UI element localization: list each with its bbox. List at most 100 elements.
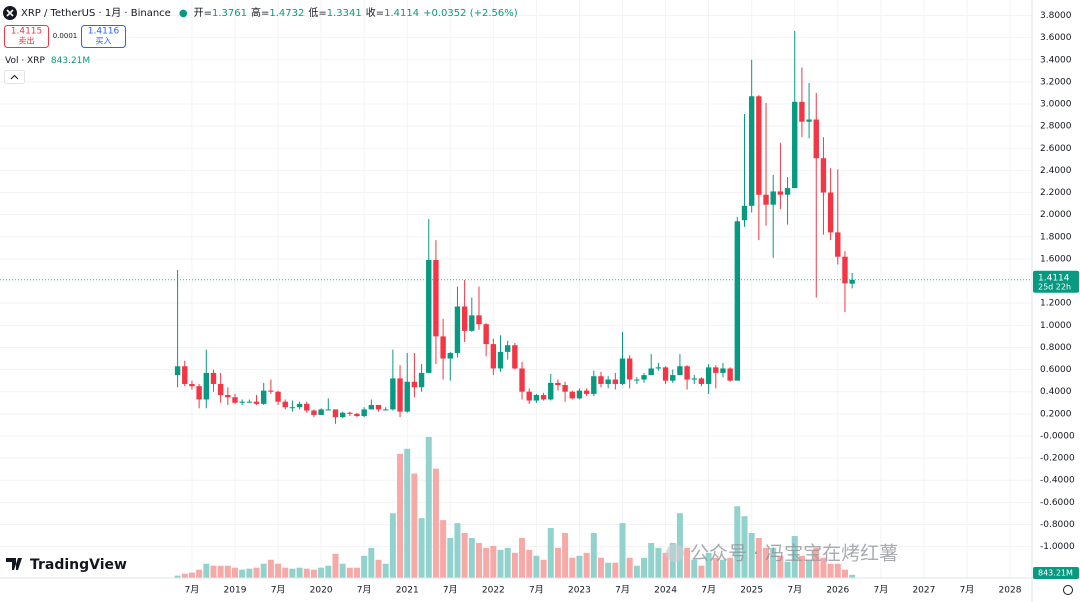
y-tick-label: 3.0000: [1040, 100, 1072, 110]
volume-bar: [174, 575, 181, 578]
volume-bar: [619, 523, 626, 578]
volume-bar: [763, 547, 770, 578]
candle-body: [203, 372, 209, 400]
candle-body: [268, 390, 274, 392]
volume-bar: [511, 552, 518, 578]
countdown: 25d 22h: [1038, 282, 1071, 291]
candle-body: [296, 403, 303, 408]
open-value: 1.3761: [212, 8, 247, 19]
candle-body: [490, 344, 497, 369]
buy-button[interactable]: [81, 25, 126, 48]
x-tick-label: 7月: [787, 585, 802, 596]
candle-body: [799, 101, 805, 122]
sell-button[interactable]: [4, 25, 49, 48]
buy-label: 买入: [96, 37, 112, 46]
volume-bar: [246, 568, 253, 578]
volume-bar: [554, 547, 561, 578]
x-tick-label: 2024: [654, 586, 677, 596]
volume-bar: [181, 573, 188, 578]
volume-bar: [590, 533, 597, 578]
y-tick-label: -0.0000: [1040, 431, 1075, 441]
volume-bar: [267, 559, 274, 578]
candle-body: [440, 336, 446, 359]
candle-body: [275, 391, 281, 402]
volume-bar: [224, 565, 231, 578]
high-value: 1.4732: [269, 8, 304, 19]
candle-body: [533, 395, 540, 401]
volume-bar: [339, 563, 346, 578]
candle-body: [655, 367, 662, 369]
y-tick-label: -0.8000: [1040, 520, 1075, 530]
volume-bar: [712, 557, 719, 578]
candle-body: [591, 376, 597, 394]
volume-bar: [734, 506, 741, 578]
volume-bar: [310, 569, 317, 578]
volume-bar: [770, 547, 777, 578]
volume-bar: [798, 555, 805, 578]
candle-body: [217, 383, 224, 396]
candle-body: [727, 368, 733, 381]
status-dot: ●: [179, 8, 188, 19]
x-tick-label: 7月: [185, 585, 200, 596]
y-tick-label: 0.6000: [1040, 365, 1072, 375]
settings-icon[interactable]: [1063, 585, 1073, 595]
volume-bar: [540, 559, 547, 578]
header-legend: XRP / TetherUS · 1月 · Binance ● 开=1.3761 高=…: [21, 6, 518, 19]
volume-bar: [569, 557, 576, 578]
candle-body: [677, 366, 683, 376]
volume-bar: [275, 563, 282, 578]
symbol-title[interactable]: XRP / TetherUS · 1月 · Binance: [21, 7, 171, 19]
candle-body: [368, 404, 375, 410]
candle-body: [497, 351, 504, 369]
volume-bar: [676, 513, 683, 578]
volume-bar: [296, 567, 303, 578]
last-price-label: 1.4114: [1038, 273, 1070, 283]
buy-price: 1.4116: [88, 27, 120, 37]
volume-bar: [432, 468, 439, 578]
last-price-box: [1033, 270, 1079, 293]
collapse-button[interactable]: [4, 70, 25, 84]
candle-body: [770, 191, 776, 205]
volume-bar: [813, 547, 820, 578]
candle-body: [304, 403, 310, 411]
volume-bar: [389, 513, 396, 578]
y-tick-label: -0.6000: [1040, 498, 1075, 508]
volume-bar: [784, 561, 791, 578]
volume-bar: [841, 569, 848, 578]
x-tick-label: 7月: [701, 585, 716, 596]
change: +0.0352 (+2.56%): [423, 8, 518, 19]
volume-bar: [353, 567, 360, 578]
candle-body: [232, 397, 238, 403]
candle-body: [698, 378, 705, 384]
candle-body: [476, 315, 482, 325]
candle-body: [354, 413, 360, 417]
volume-bar: [662, 552, 669, 578]
volume-bar: [289, 568, 296, 578]
close-value: 1.4114: [384, 8, 419, 19]
volume-bar: [411, 473, 418, 578]
candle-body: [332, 409, 339, 418]
candle-body: [253, 401, 260, 404]
candle-body: [461, 306, 468, 331]
x-tick-label: 2019: [224, 586, 247, 596]
candle-body: [562, 385, 568, 392]
volume-bar: [282, 567, 289, 578]
volume-bar: [791, 535, 798, 578]
volume-bar: [346, 567, 353, 578]
candle-body: [325, 409, 331, 411]
volume-bar: [253, 567, 260, 578]
volume-bar: [490, 545, 497, 578]
candle-body: [196, 386, 202, 400]
candle-body: [713, 367, 719, 373]
volume-bar: [533, 555, 540, 578]
candle-body: [734, 221, 741, 381]
y-tick-label: 2.4000: [1040, 166, 1072, 176]
volume-bar: [232, 567, 238, 578]
y-tick-label: 2.8000: [1040, 122, 1072, 132]
candle-body: [548, 382, 554, 400]
y-tick-label: 0.4000: [1040, 387, 1072, 397]
volume-bar: [425, 436, 432, 578]
y-tick-label: 3.2000: [1040, 77, 1072, 87]
volume-bar: [475, 542, 482, 578]
candle-body: [512, 345, 518, 369]
